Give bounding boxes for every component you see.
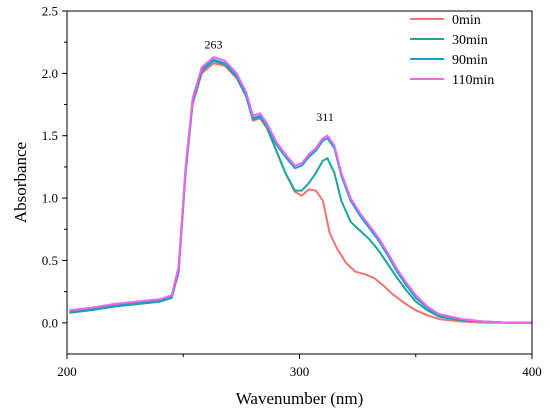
series-layer xyxy=(69,56,532,324)
y-tick-label: 2.5 xyxy=(42,4,58,19)
y-tick-label: 2.0 xyxy=(42,66,58,81)
series-line-110min xyxy=(69,56,532,324)
x-tick-label: 300 xyxy=(290,364,310,379)
legend-label: 0min xyxy=(452,13,481,28)
x-tick-label: 200 xyxy=(57,364,77,379)
legend-label: 110min xyxy=(452,73,494,88)
y-tick-label: 1.5 xyxy=(42,128,58,143)
y-tick-label: 0.0 xyxy=(42,315,58,330)
legend: 0min 30min 90min 110min xyxy=(410,13,494,88)
x-axis-title: Wavenumber (nm) xyxy=(236,389,364,408)
legend-label: 90min xyxy=(452,53,488,68)
peak-label: 263 xyxy=(204,37,222,51)
y-tick-label: 1.0 xyxy=(42,191,58,206)
y-axis-title: Absorbance xyxy=(11,142,30,223)
peak-label: 311 xyxy=(316,110,334,124)
legend-label: 30min xyxy=(452,33,488,48)
series-line-0min xyxy=(69,62,532,324)
series-line-30min xyxy=(69,59,532,324)
peak-annotations: 263 311 xyxy=(204,37,333,123)
axis-ticks: 200 300 400 0.0 0.5 1.0 1.5 2.0 2.5 xyxy=(42,4,542,380)
x-tick-label: 400 xyxy=(522,364,542,379)
y-tick-label: 0.5 xyxy=(42,253,58,268)
